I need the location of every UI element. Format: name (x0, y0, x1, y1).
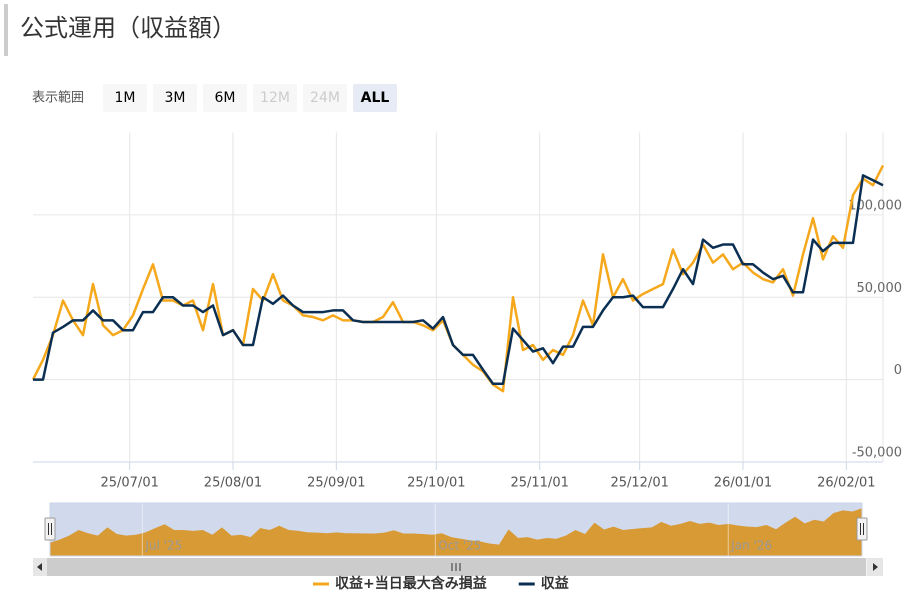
range-button[interactable] (353, 84, 397, 112)
range-button (303, 84, 347, 112)
x-tick-label: 25/09/01 (307, 476, 365, 491)
x-tick-label: 25/11/01 (510, 476, 568, 491)
range-button[interactable] (103, 84, 147, 112)
x-tick-label: 25/12/01 (610, 476, 668, 491)
range-button-label[interactable]: 3M (165, 90, 186, 106)
range-button-label[interactable]: 1M (115, 90, 136, 106)
navigator-label: Oct '25 (438, 539, 481, 553)
legend-label[interactable]: 収益+当日最大含み損益 (335, 575, 487, 592)
x-tick-label: 25/10/01 (407, 476, 465, 491)
title-bar (4, 4, 8, 56)
range-button (253, 84, 297, 112)
range-button[interactable] (153, 84, 197, 112)
series-line (33, 174, 884, 385)
navigator-handle[interactable] (44, 517, 56, 541)
range-button-label[interactable]: 6M (215, 90, 236, 106)
navigator-label: Jan '26 (730, 539, 772, 553)
y-tick-label: -50,000 (852, 446, 902, 461)
range-button-label: 24M (310, 90, 340, 106)
series-line (31, 164, 885, 393)
range-button-label: 12M (260, 90, 290, 106)
page-title: 公式運用（収益額） (20, 14, 236, 42)
legend-label[interactable]: 収益 (541, 575, 569, 592)
x-tick-label: 26/02/01 (817, 476, 875, 491)
y-tick-label: 50,000 (857, 281, 903, 296)
x-tick-label: 26/01/01 (714, 476, 772, 491)
navigator-handle[interactable] (856, 517, 868, 541)
x-tick-label: 25/08/01 (204, 476, 262, 491)
navigator-area (50, 508, 862, 556)
arrow (873, 563, 878, 571)
range-button[interactable] (203, 84, 247, 112)
range-label: 表示範囲 (32, 91, 84, 106)
arrow (37, 563, 42, 571)
y-tick-label: 100,000 (848, 198, 902, 213)
x-tick-label: 25/07/01 (100, 476, 158, 491)
y-tick-label: 0 (894, 363, 902, 378)
navigator-label: Jul '25 (144, 539, 182, 553)
range-button-label[interactable]: ALL (361, 90, 390, 106)
